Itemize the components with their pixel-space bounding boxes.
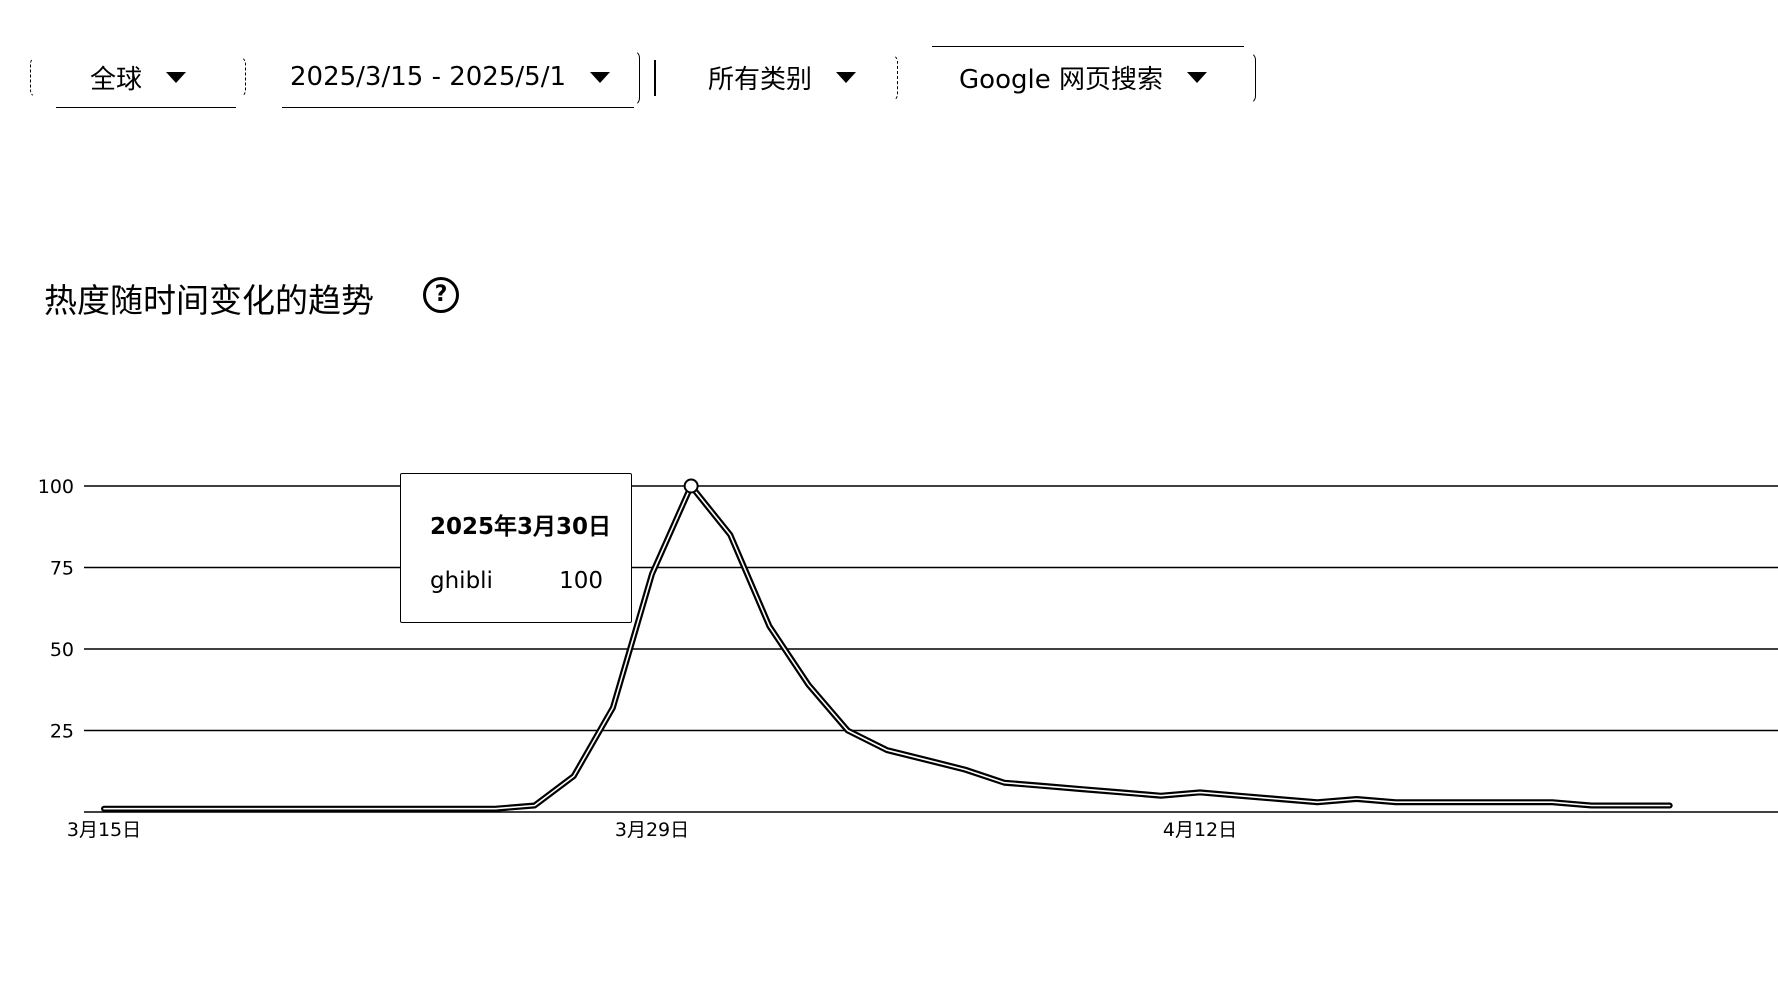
date-range-filter[interactable]: 2025/3/15 - 2025/5/1: [260, 46, 640, 108]
section-title: 热度随时间变化的趋势: [44, 281, 374, 320]
dropdown-caret-icon: [1186, 71, 1207, 83]
y-tick-label: 50: [50, 639, 74, 661]
x-tick-label: 4月12日: [1163, 819, 1237, 841]
y-tick-label: 100: [38, 476, 74, 498]
tooltip-value: 100: [559, 568, 603, 594]
dropdown-caret-icon: [836, 71, 856, 83]
series-line-outer: [101, 483, 1673, 812]
highlight-point: [683, 478, 699, 494]
filter-divider: [654, 60, 656, 96]
category-filter-label: 所有类别: [707, 64, 812, 95]
date-range-label: 2025/3/15 - 2025/5/1: [290, 62, 566, 92]
category-filter[interactable]: 所有类别: [666, 46, 898, 108]
search-type-label: Google 网页搜索: [959, 64, 1163, 95]
region-filter[interactable]: 全球: [30, 46, 246, 108]
dropdown-caret-icon: [590, 71, 610, 83]
x-tick-label: 3月15日: [67, 819, 141, 841]
interest-over-time-chart: 100 75 50 25 3月15日 3月29日 4月12日: [38, 476, 1778, 841]
chart-tooltip: 2025年3月30日 ghibli 100: [400, 473, 632, 623]
tooltip-date: 2025年3月30日: [430, 514, 612, 540]
x-tick-label: 3月29日: [615, 819, 689, 841]
series-line-inner: [103, 485, 1671, 810]
dropdown-caret-icon: [166, 71, 186, 83]
help-circle-icon[interactable]: ?: [423, 277, 459, 313]
y-tick-label: 25: [50, 721, 74, 743]
y-tick-label: 75: [50, 558, 74, 580]
search-type-filter[interactable]: Google 网页搜索: [910, 46, 1256, 108]
region-filter-label: 全球: [89, 64, 142, 95]
tooltip-term: ghibli: [430, 568, 493, 594]
